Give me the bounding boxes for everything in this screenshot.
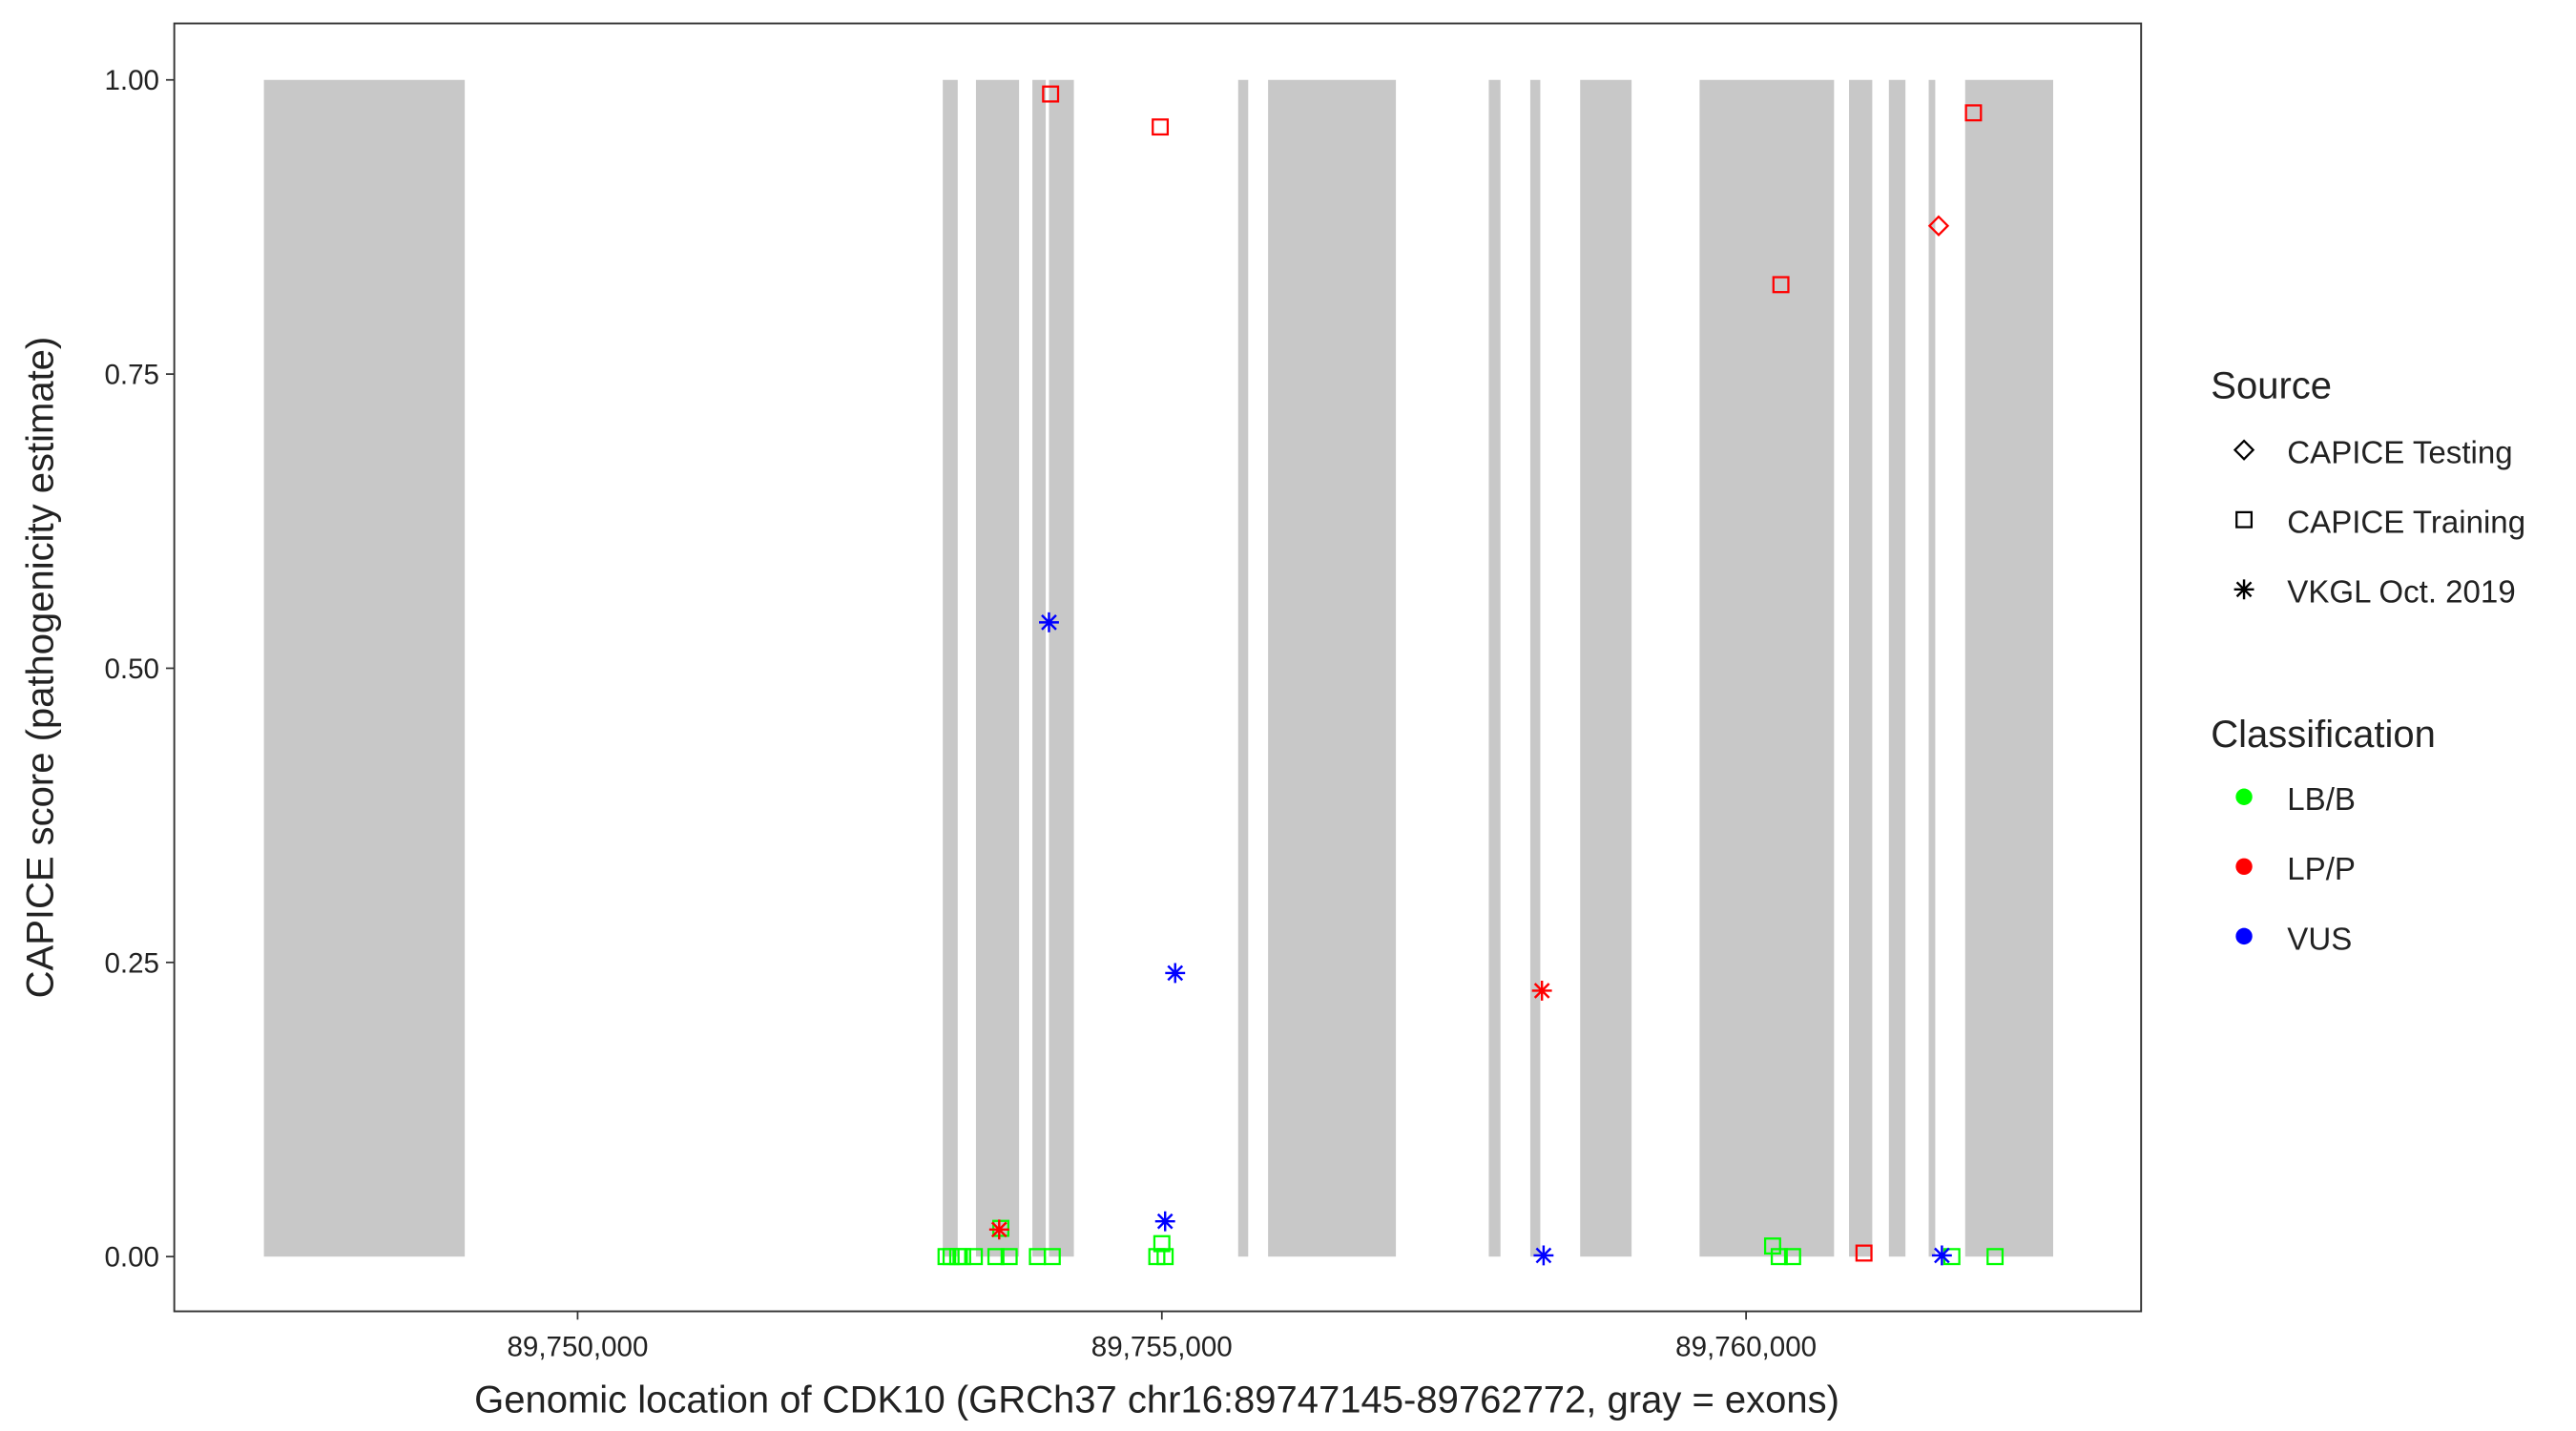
data-point [1855,1244,1873,1262]
exon [1964,79,2053,1257]
exon [975,79,1020,1257]
data-point [992,1219,1009,1237]
legend-symbol [2235,927,2253,945]
data-point [1154,1211,1175,1232]
x-tick-label: 89,760,000 [1675,1332,1817,1363]
legend-symbol [2235,510,2254,529]
y-tick-label: 0.25 [104,947,159,979]
exon [943,79,958,1257]
x-axis-label: Genomic location of CDK10 (GRCh37 chr16:… [474,1379,1839,1421]
legend-symbol [2233,439,2255,461]
data-point [954,1248,971,1266]
data-point [1770,1248,1788,1266]
data-point [1042,85,1060,103]
exon [1849,79,1873,1257]
data-point [1000,1248,1018,1266]
exon [263,79,466,1257]
data-point [1153,1234,1171,1253]
legend-label: VKGL Oct. 2019 [2287,575,2515,611]
y-tick-label: 0.75 [104,360,159,391]
x-tick-label: 89,755,000 [1091,1332,1233,1363]
exon [1032,79,1047,1257]
y-axis-label: CAPICE score (pathogenicity estimate) [20,337,62,999]
exon [1888,79,1906,1257]
legend-symbol [2235,788,2253,805]
exon [1488,79,1501,1257]
exon [1268,79,1397,1257]
exon [1529,79,1541,1257]
data-point [1783,1248,1801,1266]
legend-symbol [2233,579,2254,600]
data-point [988,1219,1009,1240]
data-point [966,1248,984,1266]
data-point [1165,963,1186,984]
legend-symbol [2235,858,2253,876]
legend-label: CAPICE Testing [2287,436,2512,471]
y-tick-label: 0.50 [104,653,159,685]
legend-label: VUS [2287,922,2352,957]
exon [1580,79,1632,1257]
data-point [1927,215,1950,237]
data-point [1039,612,1059,633]
data-point [1964,104,1983,122]
exon [1237,79,1249,1257]
data-point [1931,1245,1952,1266]
exon [1699,79,1835,1257]
exon [1928,79,1936,1257]
data-point [1531,980,1552,1001]
data-point [1043,1248,1061,1266]
data-point [987,1248,1005,1266]
data-point [1772,276,1790,294]
y-tick-label: 0.00 [104,1242,159,1274]
data-point [1156,1248,1174,1266]
legend-title: Source [2211,365,2332,407]
data-point [1986,1248,2005,1266]
x-tick-label: 89,750,000 [507,1332,648,1363]
legend-label: LP/P [2287,852,2356,887]
legend-label: CAPICE Training [2287,506,2525,541]
y-tick-label: 1.00 [104,65,159,96]
legend-label: LB/B [2287,782,2356,818]
data-point [1152,118,1170,136]
exon [1049,79,1074,1257]
plot-frame [173,22,2143,1313]
data-point [1533,1245,1554,1266]
legend-title: Classification [2211,714,2436,756]
